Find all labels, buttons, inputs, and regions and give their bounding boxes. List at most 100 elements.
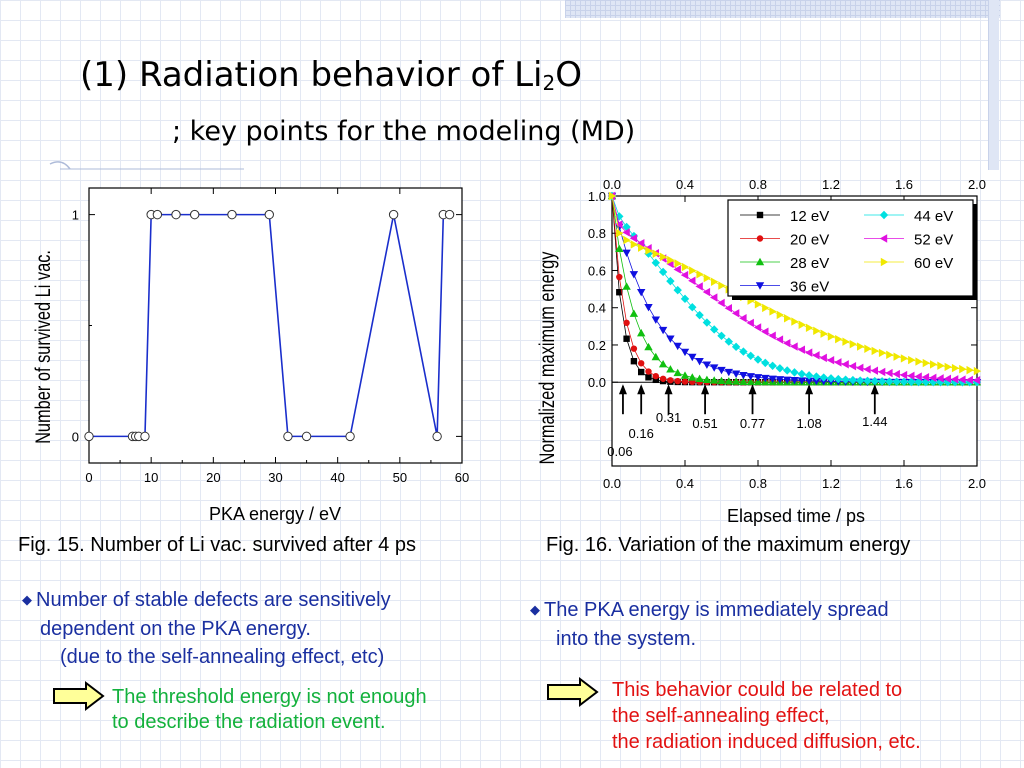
fig16-data-point [783, 338, 791, 348]
fig16-data-point [819, 353, 827, 363]
fig16-data-point [680, 270, 689, 280]
fig16-data-point [616, 289, 623, 296]
fig15-y-axis-label: Number of survived Li vac. [31, 250, 54, 444]
fig16-data-point [761, 327, 769, 336]
fig16-data-point [812, 377, 821, 386]
fig16-data-point [775, 364, 785, 373]
fig15-data-point [84, 431, 94, 442]
fig15-x-tick-label: 10 [144, 470, 158, 485]
fig16-data-point [972, 376, 981, 385]
fig16-data-point [702, 318, 712, 327]
fig16-data-point [877, 377, 887, 386]
fig16-data-point [812, 372, 821, 381]
right-decorative-bar [988, 0, 999, 170]
fig16-y-tick-label: 0.4 [588, 301, 606, 316]
fig16-x-tick-label: 0.0 [603, 476, 621, 491]
fig16-data-point [768, 331, 776, 340]
fig16-legend-label: 12 eV [790, 208, 829, 225]
fig16-data-point [724, 377, 733, 385]
fig16-data-point [864, 344, 872, 353]
fig16-legend-box [727, 199, 974, 297]
fig16-data-point [761, 358, 770, 368]
fig16-legend-marker [755, 282, 765, 290]
fig16-data-point [615, 244, 624, 252]
fig16-data-point [652, 249, 660, 258]
fig16-annotation-label: 0.16 [629, 426, 654, 441]
fig15-x-tick-label: 40 [330, 470, 344, 485]
fig16-data-point [820, 329, 828, 338]
fig16-data-point [929, 377, 938, 387]
title-underline-decoration [49, 161, 244, 170]
fig16-data-point [702, 361, 712, 369]
fig16-annotation-label: 0.31 [656, 410, 681, 425]
diamond-bullet-icon: ◆ [22, 592, 32, 607]
fig16-data-point [907, 377, 916, 387]
fig16-data-point [638, 360, 645, 367]
fig16-data-point [798, 320, 806, 329]
fig16-data-point [739, 314, 747, 323]
fig16-annotation-arrowhead [805, 384, 814, 395]
fig16-legend-marker [756, 211, 764, 219]
fig15-data-point [189, 209, 200, 220]
fig16-data-point [658, 267, 668, 277]
fig16-data-point [645, 368, 652, 375]
fig16-data-point [666, 335, 675, 343]
fig16-data-point [790, 377, 799, 385]
fig16-data-point [711, 277, 719, 286]
fig15-x-tick-label: 0 [85, 470, 92, 485]
fig15-x-tick-label: 30 [268, 470, 282, 485]
fig16-data-point [658, 326, 668, 335]
fig16-data-point [710, 325, 719, 334]
fig16-x-tick-label-top: 0.0 [603, 177, 621, 192]
right-note-line2: the self-annealing effect, [612, 705, 830, 727]
fig16-data-point [673, 368, 682, 377]
title-prefix: (1) Radiation behavior of Li [80, 55, 543, 95]
slide-subtitle: ; key points for the modeling (MD) [172, 116, 636, 147]
fig16-data-point [623, 335, 630, 342]
fig16-data-point [622, 222, 631, 232]
fig16-data-point [702, 375, 712, 383]
fig16-data-point [731, 370, 741, 378]
fig15-y-tick-label: 0 [72, 429, 79, 444]
fig16-data-point [623, 235, 631, 245]
fig15-x-tick-label: 50 [393, 470, 407, 485]
fig16-data-point [637, 239, 645, 248]
fig16-data-point [958, 375, 966, 384]
fig16-data-point [769, 307, 777, 316]
fig16-data-point [959, 364, 967, 374]
fig16-data-point [804, 377, 814, 386]
fig15-data-point [345, 431, 355, 442]
fig16-data-point [673, 265, 681, 274]
fig16-data-point [666, 276, 675, 286]
fig16-data-point [870, 366, 878, 375]
fig16-data-point [622, 249, 631, 257]
right-arrow-icon [547, 676, 599, 708]
fig16-data-point [637, 328, 646, 337]
fig16-data-point [871, 346, 879, 356]
fig15-data-point [171, 209, 181, 220]
fig16-data-point [688, 276, 696, 285]
top-decorative-band [565, 0, 1000, 18]
right-bullet-line1: The PKA energy is immediately spread [544, 599, 889, 621]
title-suffix: O [555, 55, 582, 95]
fig16-data-point [731, 309, 740, 318]
fig16-data-point [695, 282, 703, 291]
fig16-data-point [892, 369, 900, 379]
fig16-annotation-label: 1.44 [862, 414, 887, 429]
fig16-data-point [667, 255, 675, 265]
right-bullet: ◆ The PKA energy is immediately spread [530, 597, 889, 623]
fig16-legend-marker [879, 234, 888, 243]
fig16-data-point [834, 374, 843, 384]
fig16-data-point [717, 366, 726, 375]
fig15-caption: Fig. 15. Number of Li vac. survived afte… [18, 534, 416, 556]
fig16-legend-label: 44 eV [914, 208, 953, 225]
fig16-data-point [929, 373, 937, 383]
fig16-annotation-arrowhead [701, 384, 710, 395]
fig15-data-point [264, 209, 274, 220]
fig16-data-point [804, 348, 813, 357]
fig16-data-point [863, 365, 871, 374]
fig16-data-point [783, 366, 792, 375]
fig16-data-point [835, 334, 843, 344]
fig16-data-point [753, 374, 763, 382]
fig16-legend-label: 20 eV [790, 232, 829, 249]
